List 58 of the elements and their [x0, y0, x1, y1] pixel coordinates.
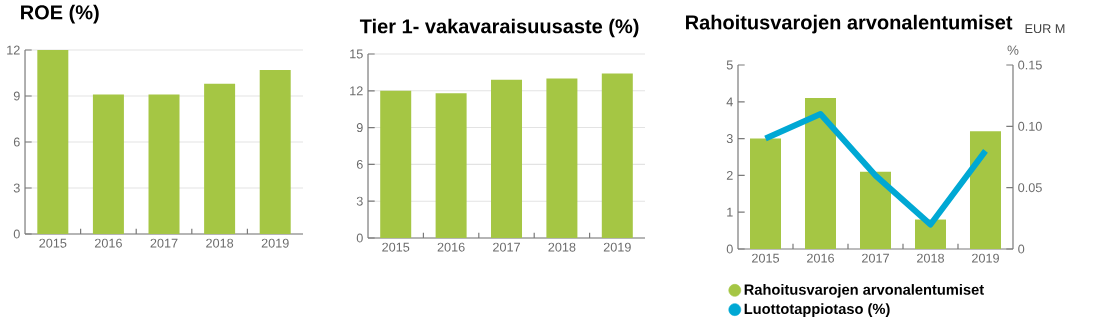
y-tick-label: 0 — [13, 229, 20, 239]
y-tick-label: 5 — [726, 60, 733, 70]
bar — [435, 93, 467, 238]
bar — [601, 73, 633, 238]
bar — [380, 90, 412, 238]
y-tick-label: 6 — [356, 159, 363, 169]
y-tick-label: 0 — [356, 233, 363, 243]
bar — [92, 94, 124, 234]
bar — [860, 171, 891, 249]
x-tick-label: 2018 — [548, 242, 576, 252]
y-tick-label: 0 — [726, 244, 733, 254]
y-tick-label: 6 — [13, 137, 20, 147]
y2-axis-title: % — [1007, 45, 1019, 55]
legend-label: Luottotappiotaso (%) — [744, 303, 890, 317]
y-tick-label: 3 — [13, 183, 20, 193]
x-tick-label: 2015 — [382, 242, 410, 252]
bar — [969, 131, 1001, 249]
y-tick-label: 2 — [726, 170, 733, 180]
x-tick-label: 2018 — [206, 238, 234, 248]
bar — [204, 83, 236, 234]
x-tick-label: 2019 — [261, 238, 289, 248]
x-tick-label: 2019 — [603, 242, 631, 252]
y-tick-label: 3 — [356, 196, 363, 206]
chart-title: ROE (%) — [21, 4, 99, 24]
y2-tick-label: 0.10 — [1018, 121, 1042, 131]
bar — [750, 138, 781, 249]
bar — [491, 79, 523, 238]
x-tick-label: 2016 — [807, 253, 835, 263]
y-tick-label: 9 — [356, 123, 363, 133]
y-tick-label: 15 — [350, 49, 363, 59]
legend-label: Rahoitusvarojen arvonalentumiset — [744, 284, 984, 298]
y-tick-label: 12 — [350, 86, 363, 96]
y-tick-label: 3 — [726, 134, 733, 144]
chart-title: Rahoitusvarojen arvonalentumiset — [686, 14, 1013, 34]
x-tick-label: 2017 — [493, 242, 520, 252]
x-tick-label: 2017 — [150, 238, 178, 248]
y2-tick-label: 0.05 — [1018, 183, 1042, 193]
bar — [805, 98, 836, 249]
bar — [546, 78, 578, 238]
x-tick-label: 2015 — [752, 253, 780, 263]
x-tick-label: 2016 — [94, 238, 122, 248]
y-tick-label: 9 — [13, 91, 20, 101]
y2-tick-label: 0 — [1018, 244, 1025, 254]
y-tick-label: 12 — [7, 45, 20, 55]
bar — [259, 69, 291, 234]
bar — [914, 219, 946, 249]
chart-title: Tier 1- vakavaraisuusaste (%) — [359, 18, 639, 38]
text: EUR M — [1025, 24, 1065, 34]
x-tick-label: 2018 — [917, 253, 945, 263]
x-tick-label: 2019 — [972, 253, 999, 263]
x-tick-label: 2015 — [39, 238, 67, 248]
bar — [37, 49, 69, 234]
y2-tick-label: 0.15 — [1018, 60, 1042, 70]
x-tick-label: 2016 — [437, 242, 465, 252]
y-tick-label: 1 — [727, 207, 733, 217]
y-tick-label: 4 — [726, 97, 733, 107]
bar — [148, 94, 180, 234]
x-tick-label: 2017 — [862, 253, 889, 263]
